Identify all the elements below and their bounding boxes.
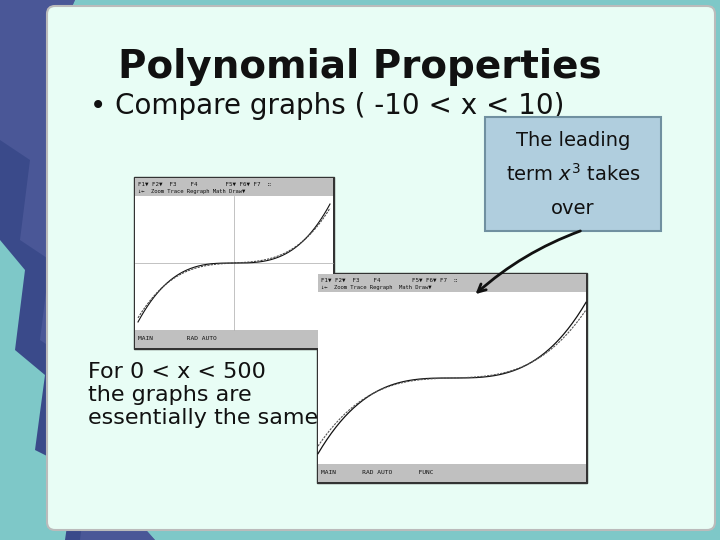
Text: The leading: The leading [516, 131, 630, 150]
Text: over: over [552, 199, 595, 218]
FancyBboxPatch shape [318, 464, 586, 482]
FancyBboxPatch shape [485, 117, 661, 231]
Text: ↓←  Zoom Trace Regraph  Math Draw▼: ↓← Zoom Trace Regraph Math Draw▼ [321, 286, 431, 291]
FancyBboxPatch shape [47, 6, 715, 530]
Text: Polynomial Properties: Polynomial Properties [118, 48, 602, 86]
FancyBboxPatch shape [317, 273, 587, 483]
FancyBboxPatch shape [134, 177, 334, 349]
Text: F1▼ F2▼  F3    F4        F5▼ F6▼ F7  ∷: F1▼ F2▼ F3 F4 F5▼ F6▼ F7 ∷ [138, 181, 271, 186]
FancyBboxPatch shape [318, 292, 586, 464]
Text: • Compare graphs ( -10 < x < 10): • Compare graphs ( -10 < x < 10) [90, 92, 564, 120]
FancyBboxPatch shape [318, 274, 586, 294]
Polygon shape [0, 0, 155, 540]
FancyArrowPatch shape [478, 231, 580, 292]
Text: the graphs are: the graphs are [88, 385, 251, 405]
Text: MAIN         RAD AUTO: MAIN RAD AUTO [138, 336, 217, 341]
Text: essentially the same: essentially the same [88, 408, 318, 428]
Text: MAIN       RAD AUTO       FUNC: MAIN RAD AUTO FUNC [321, 470, 433, 476]
Text: term $x^3$ takes: term $x^3$ takes [505, 163, 640, 185]
FancyBboxPatch shape [135, 178, 333, 198]
Text: For 0 < x < 500: For 0 < x < 500 [88, 362, 266, 382]
Polygon shape [0, 0, 155, 540]
Text: F1▼ F2▼  F3    F4         F5▼ F6▼ F7  ∷: F1▼ F2▼ F3 F4 F5▼ F6▼ F7 ∷ [321, 278, 457, 282]
FancyBboxPatch shape [135, 196, 333, 330]
Text: ↓←  Zoom Trace Regraph Math Draw▼: ↓← Zoom Trace Regraph Math Draw▼ [138, 190, 246, 194]
FancyBboxPatch shape [135, 330, 333, 348]
